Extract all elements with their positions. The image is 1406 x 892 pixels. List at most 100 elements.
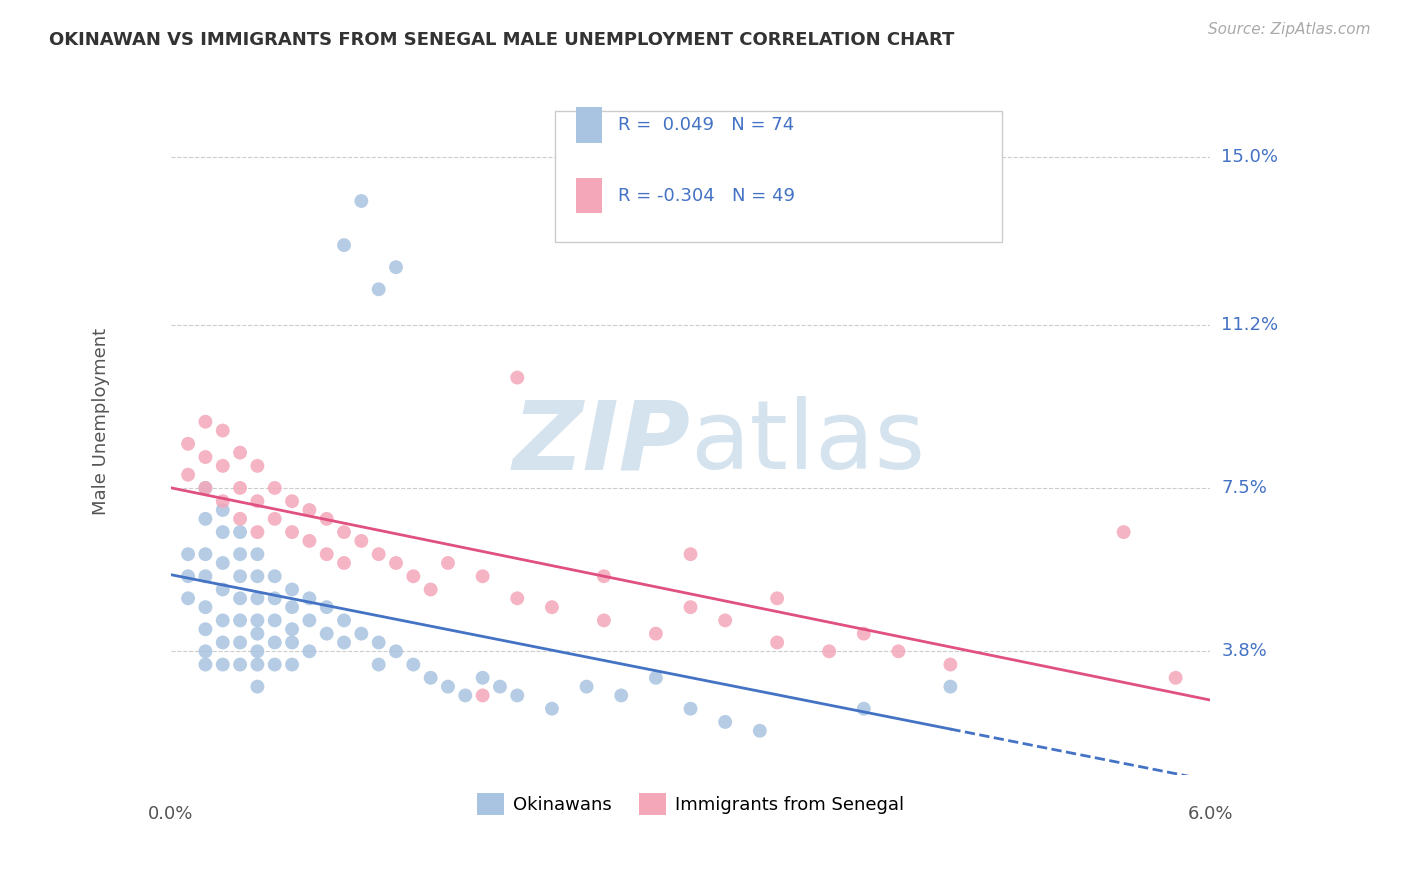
Point (852, 626, 875, 640)
Point (229, 569, 252, 583)
Text: 15.0%: 15.0% (1222, 148, 1278, 166)
Point (333, 635, 356, 649)
Point (177, 467, 200, 482)
Point (367, 657, 389, 672)
Point (419, 582, 441, 597)
Point (350, 194, 373, 208)
Point (246, 657, 269, 672)
Text: R =  0.049   N = 74: R = 0.049 N = 74 (617, 116, 794, 134)
Point (471, 569, 494, 583)
Point (263, 591, 285, 606)
Point (194, 622, 217, 636)
Point (437, 680, 460, 694)
Point (385, 260, 408, 275)
Text: 6.0%: 6.0% (1188, 805, 1233, 823)
Point (818, 644, 841, 658)
Point (246, 525, 269, 540)
Point (246, 614, 269, 628)
Point (679, 600, 702, 615)
Point (350, 626, 373, 640)
Point (887, 644, 910, 658)
Point (298, 533, 321, 548)
Point (644, 626, 666, 640)
Point (211, 494, 233, 508)
Point (506, 591, 529, 606)
Point (593, 569, 616, 583)
Point (714, 614, 737, 628)
Point (315, 600, 337, 615)
Point (246, 644, 269, 658)
Point (766, 591, 789, 606)
Point (281, 525, 304, 540)
Point (298, 591, 321, 606)
Point (263, 512, 285, 526)
Point (437, 556, 460, 570)
Point (454, 689, 477, 703)
Point (211, 635, 233, 649)
Point (194, 644, 217, 658)
Point (211, 424, 233, 438)
Point (489, 680, 512, 694)
Point (194, 569, 217, 583)
Point (281, 622, 304, 636)
Point (298, 614, 321, 628)
Point (229, 445, 252, 459)
Point (333, 525, 356, 540)
Point (211, 503, 233, 517)
Point (367, 547, 389, 561)
Point (211, 525, 233, 540)
Point (298, 644, 321, 658)
Point (211, 614, 233, 628)
Point (246, 569, 269, 583)
Point (263, 657, 285, 672)
Point (246, 680, 269, 694)
Point (610, 689, 633, 703)
Point (246, 626, 269, 640)
Text: 7.5%: 7.5% (1222, 479, 1267, 497)
Text: Source: ZipAtlas.com: Source: ZipAtlas.com (1208, 22, 1371, 37)
Point (333, 238, 356, 252)
Point (211, 556, 233, 570)
Point (315, 512, 337, 526)
Text: R = -0.304   N = 49: R = -0.304 N = 49 (617, 186, 794, 204)
Point (194, 547, 217, 561)
Point (471, 671, 494, 685)
Point (211, 657, 233, 672)
Point (229, 614, 252, 628)
Point (281, 582, 304, 597)
Point (506, 370, 529, 384)
Point (402, 657, 425, 672)
Point (263, 569, 285, 583)
Point (506, 689, 529, 703)
Point (402, 569, 425, 583)
Point (333, 556, 356, 570)
Point (281, 635, 304, 649)
Point (679, 702, 702, 716)
Point (385, 556, 408, 570)
Point (419, 671, 441, 685)
Point (541, 702, 564, 716)
Point (593, 614, 616, 628)
Point (748, 723, 770, 738)
Point (194, 481, 217, 495)
Point (194, 415, 217, 429)
Bar (576, 178, 602, 213)
Bar (576, 178, 602, 213)
Point (229, 481, 252, 495)
Point (281, 494, 304, 508)
Point (246, 494, 269, 508)
Point (852, 702, 875, 716)
Point (211, 582, 233, 597)
Point (298, 503, 321, 517)
Point (229, 591, 252, 606)
Point (679, 547, 702, 561)
Point (939, 657, 962, 672)
Point (367, 635, 389, 649)
Point (194, 450, 217, 464)
Point (246, 458, 269, 473)
Point (229, 547, 252, 561)
Point (714, 714, 737, 729)
Text: ZIP: ZIP (513, 396, 690, 490)
Point (315, 547, 337, 561)
Point (385, 644, 408, 658)
